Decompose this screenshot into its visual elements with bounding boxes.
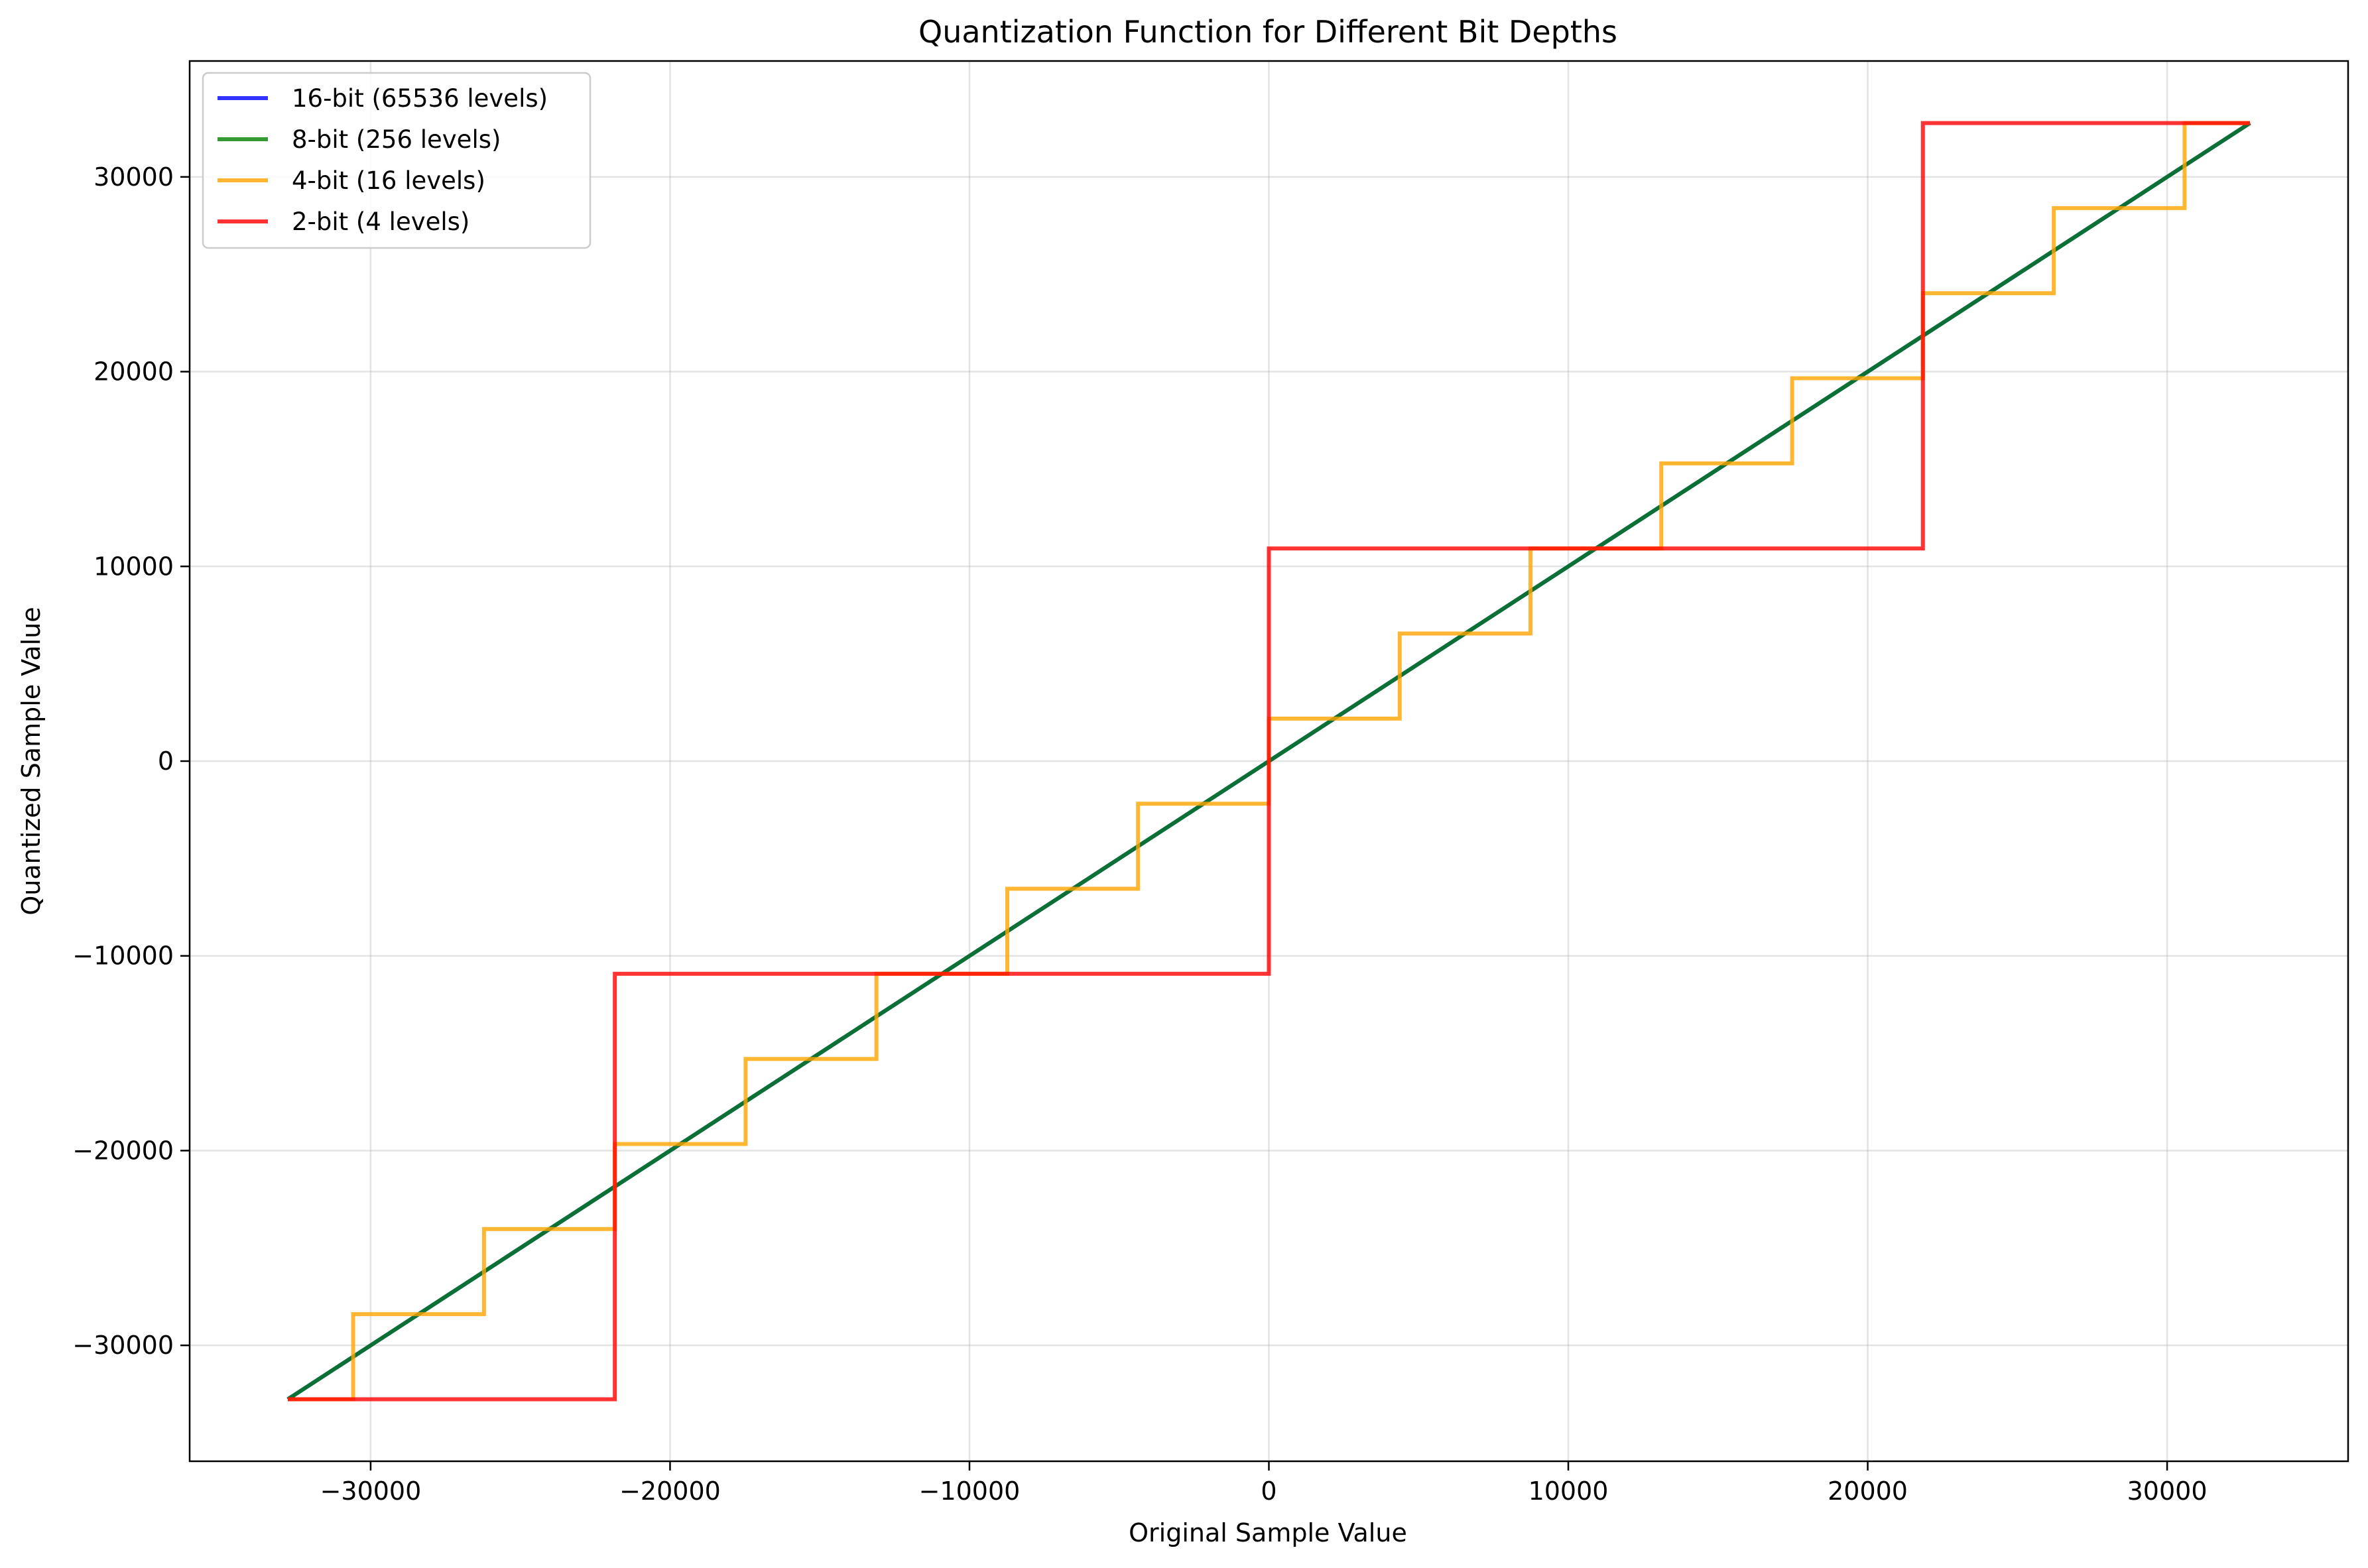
y-tick-label: −30000 bbox=[72, 1331, 174, 1360]
y-tick-label: 10000 bbox=[93, 552, 174, 581]
y-axis-label: Quantized Sample Value bbox=[17, 607, 46, 915]
legend-label: 2-bit (4 levels) bbox=[292, 208, 469, 236]
x-tick-label: 0 bbox=[1261, 1477, 1277, 1506]
y-tick-label: −10000 bbox=[72, 941, 174, 971]
y-tick-label: 30000 bbox=[93, 162, 174, 192]
y-ticks: −30000 −20000 −10000 0 10000 20000 30000 bbox=[72, 162, 190, 1360]
x-tick-label: −10000 bbox=[919, 1477, 1021, 1506]
legend-label: 8-bit (256 levels) bbox=[292, 125, 501, 154]
legend: 16-bit (65536 levels) 8-bit (256 levels) 4… bbox=[202, 72, 592, 249]
legend-box bbox=[202, 72, 592, 249]
series-line-2-bit-4-levels bbox=[288, 121, 2250, 1402]
legend-label: 16-bit (65536 levels) bbox=[292, 84, 548, 113]
x-tick-label: 20000 bbox=[1828, 1477, 1908, 1506]
y-tick-label: 20000 bbox=[93, 357, 174, 387]
legend-label: 4-bit (16 levels) bbox=[292, 166, 485, 195]
series-layer bbox=[286, 121, 2251, 1402]
x-tick-label: 30000 bbox=[2127, 1477, 2208, 1506]
x-tick-label: −30000 bbox=[320, 1477, 422, 1506]
x-axis-label: Original Sample Value bbox=[1129, 1518, 1407, 1547]
chart-title: Quantization Function for Different Bit … bbox=[918, 14, 1617, 50]
x-tick-label: −20000 bbox=[619, 1477, 721, 1506]
y-tick-label: 0 bbox=[158, 747, 174, 776]
x-tick-label: 10000 bbox=[1528, 1477, 1609, 1506]
x-ticks: −30000 −20000 −10000 0 10000 20000 30000 bbox=[320, 1461, 2208, 1506]
y-tick-label: −20000 bbox=[72, 1136, 174, 1165]
